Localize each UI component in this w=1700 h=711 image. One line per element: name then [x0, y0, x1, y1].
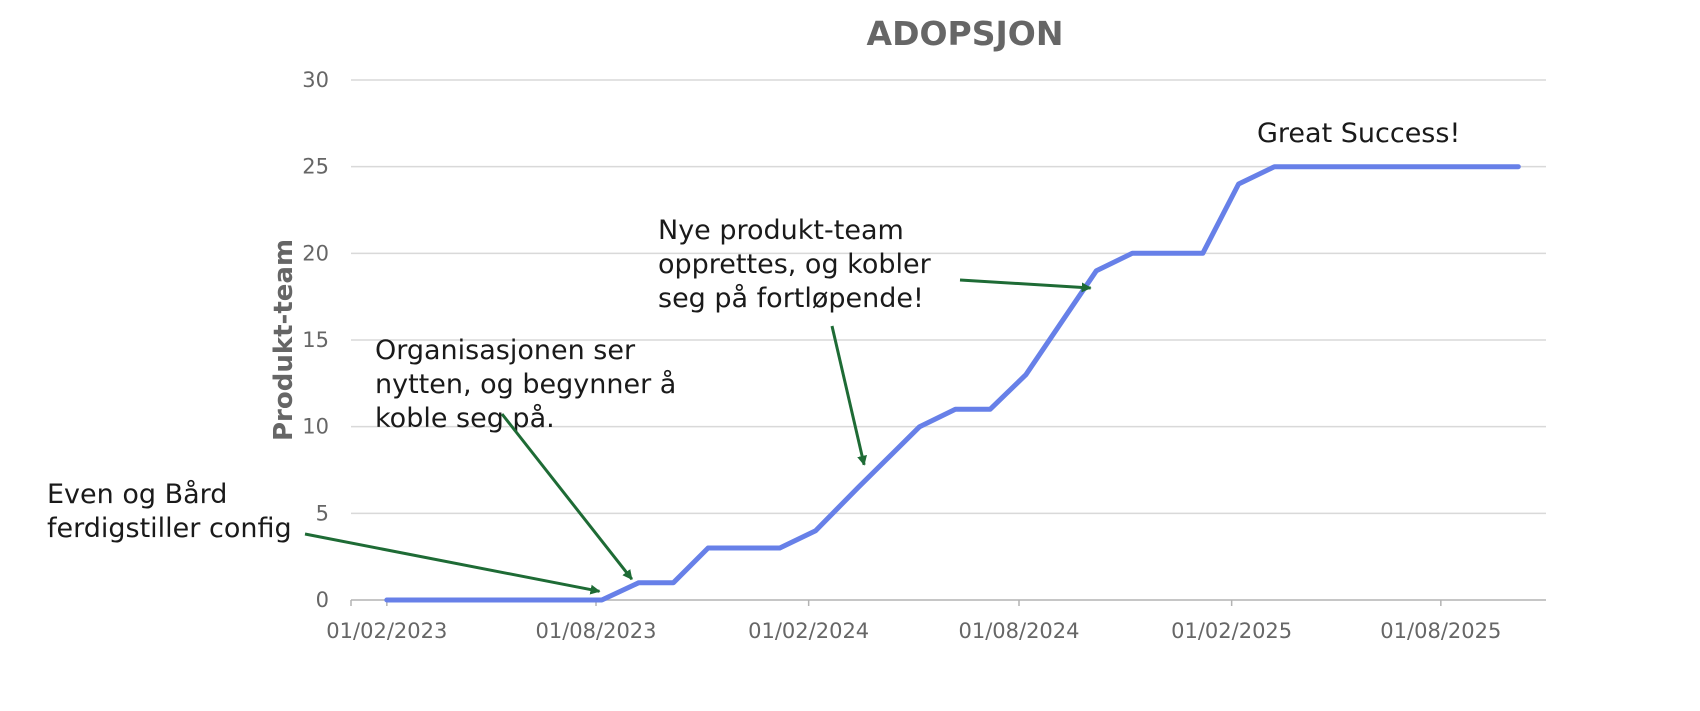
- annotation-arrow-2: [830, 325, 867, 466]
- y-tick-label-10: 10: [302, 415, 329, 439]
- annotation-arrows: [304, 278, 1092, 595]
- chart-title: ADOPSJON: [867, 14, 1064, 53]
- gridlines: [351, 79, 1546, 515]
- y-tick-label-15: 15: [302, 328, 329, 352]
- x-tick-label-4: 01/02/2025: [1171, 619, 1292, 643]
- y-tick-label-20: 20: [302, 241, 329, 265]
- series-group: [384, 164, 1521, 603]
- annotation-arrow-0: [304, 532, 601, 595]
- x-tick-label-2: 01/02/2024: [748, 619, 869, 643]
- y-tick-label-0: 0: [316, 588, 329, 612]
- x-tick-label-5: 01/08/2025: [1380, 619, 1501, 643]
- series-line-0: [384, 164, 1521, 603]
- y-tick-label-30: 30: [302, 68, 329, 92]
- annotation-arrow-3: [959, 278, 1092, 293]
- annotation-nye-produkt-team: Nye produkt-team opprettes, og kobler se…: [658, 215, 939, 314]
- y-tick-label-5: 5: [316, 501, 329, 525]
- y-axis-label: Produkt-team: [269, 239, 299, 441]
- annotation-arrow-1: [500, 413, 634, 581]
- annotation-great-success: Great Success!: [1257, 118, 1460, 149]
- y-tick-label-25: 25: [302, 155, 329, 179]
- x-tick-label-3: 01/08/2024: [958, 619, 1079, 643]
- y-axis-ticks: 0 5 10 15 20 25 30: [302, 68, 329, 612]
- annotations: Even og Bård ferdigstiller config Organi…: [47, 118, 1460, 544]
- annotation-even-og-bard: Even og Bård ferdigstiller config: [47, 479, 292, 544]
- x-tick-label-1: 01/08/2023: [535, 619, 656, 643]
- annotation-organisasjonen: Organisasjonen ser nytten, og begynner å…: [375, 335, 685, 434]
- x-tick-label-0: 01/02/2023: [326, 619, 447, 643]
- x-axis-ticks: 01/02/2023 01/08/2023 01/02/2024 01/08/2024…: [326, 600, 1501, 643]
